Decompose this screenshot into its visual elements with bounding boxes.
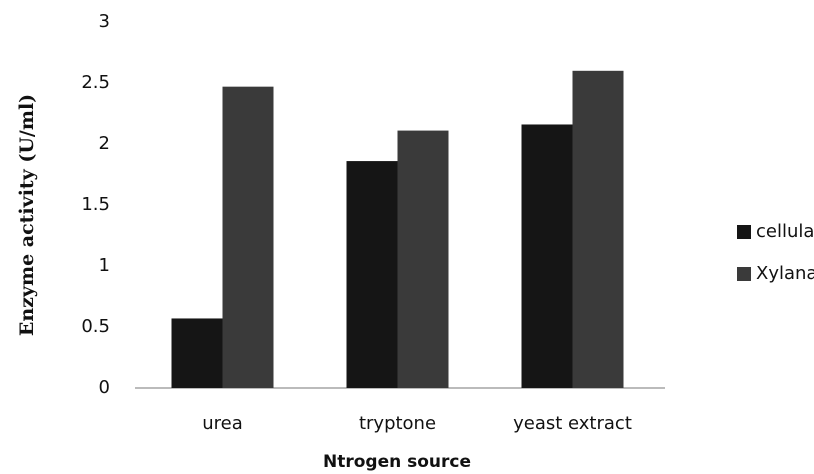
bar (171, 318, 223, 388)
legend-label: Xylanase (756, 263, 814, 284)
y-tick-label: 0 (99, 377, 110, 398)
x-tick-label: tryptone (359, 413, 436, 434)
y-tick-label: 1.5 (81, 194, 110, 215)
x-tick-label: urea (202, 413, 243, 434)
bar (572, 70, 624, 389)
legend-swatch (737, 225, 751, 239)
y-tick-label: 3 (99, 11, 110, 32)
y-tick-label: 2 (99, 133, 110, 154)
bar (397, 130, 449, 388)
legend-label: cellulase (756, 221, 814, 242)
x-axis-title: Ntrogen source (323, 452, 471, 472)
y-tick-label: 1 (99, 255, 110, 276)
bar (521, 124, 573, 388)
bar (222, 86, 274, 388)
y-tick-label: 2.5 (81, 72, 110, 93)
y-axis-title: Enzyme activity (U/ml) (16, 94, 38, 336)
x-tick-label: yeast extract (513, 413, 632, 434)
legend-swatch (737, 267, 751, 281)
bar (346, 161, 398, 388)
y-tick-label: 0.5 (81, 316, 110, 337)
